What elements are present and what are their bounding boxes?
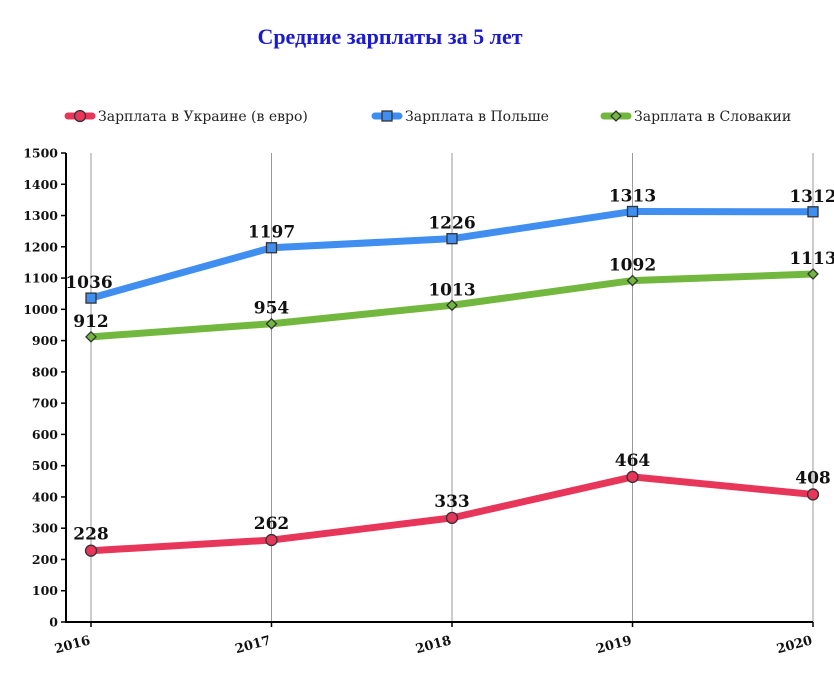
- series-1-point: [806, 488, 820, 501]
- data-label: 1092: [609, 256, 656, 276]
- legend-label: Зарплата в Польше: [405, 109, 549, 125]
- series-3-point: [626, 274, 639, 287]
- series-2-group: [85, 205, 819, 304]
- y-tick-label: 1200: [23, 239, 58, 254]
- y-tick-label: 100: [32, 583, 58, 598]
- series-1-point: [626, 470, 639, 484]
- data-label: 912: [73, 312, 109, 332]
- data-label: 1036: [65, 273, 112, 293]
- legend-label: Зарплата в Украине (в евро): [98, 109, 308, 125]
- series-2-point: [85, 292, 97, 304]
- data-label: 333: [434, 492, 470, 512]
- legend-item: Зарплата в Словакии: [600, 109, 791, 125]
- y-tick-label: 1500: [23, 146, 58, 161]
- data-label: 408: [795, 468, 831, 488]
- series-2-point: [265, 242, 278, 254]
- series-1-point: [265, 533, 278, 547]
- legend-item: Зарплата в Польше: [371, 109, 549, 125]
- x-tick-label: 2020: [775, 633, 814, 657]
- x-tick-label: 2016: [53, 633, 92, 657]
- data-label: 1013: [428, 280, 475, 300]
- data-label: 262: [254, 514, 290, 534]
- series-1-point: [84, 544, 98, 557]
- chart-title: Средние зарплаты за 5 лет: [257, 24, 522, 49]
- series-3-point: [85, 330, 97, 343]
- y-tick-label: 1100: [23, 271, 58, 286]
- legend-label: Зарплата в Словакии: [634, 109, 791, 125]
- data-label: 1226: [428, 214, 475, 234]
- y-tick-label: 1400: [23, 177, 58, 192]
- legend-marker: [610, 110, 622, 122]
- data-labels-layer: 228 262 333 464 408 1036 1197 1226 1313 1312 912 95…: [65, 186, 834, 544]
- data-label: 1197: [248, 223, 295, 243]
- series-3-point: [446, 299, 458, 312]
- y-tick-label: 600: [32, 427, 58, 442]
- x-tick-label: 2018: [414, 633, 453, 657]
- data-label: 464: [615, 451, 651, 471]
- series-2-point: [807, 206, 819, 218]
- axes: 0 100 200 300 400 500 600 700 800 900 1000 1100 1200…: [23, 146, 814, 658]
- x-tick-label: 2019: [595, 633, 634, 657]
- y-tick-label: 1000: [23, 302, 58, 317]
- y-tick-label: 0: [49, 615, 58, 630]
- series-1-point: [445, 511, 459, 525]
- series-3-point: [807, 268, 819, 280]
- legend-marker: [73, 109, 87, 123]
- y-tick-label: 500: [32, 458, 58, 473]
- y-tick-label: 800: [32, 364, 58, 379]
- x-tick-label: 2017: [234, 633, 273, 657]
- y-tick-label: 1300: [23, 208, 58, 223]
- series-3-group: [85, 268, 819, 343]
- legend: Зарплата в Украине (в евро) Зарплата в По…: [64, 109, 791, 125]
- data-label: 1313: [609, 186, 656, 206]
- y-tick-label: 200: [32, 552, 58, 567]
- data-label: 228: [73, 525, 109, 545]
- y-tick-label: 400: [32, 489, 58, 504]
- grid-lines: [90, 153, 814, 622]
- y-tick-label: 300: [32, 521, 58, 536]
- data-label: 954: [254, 299, 290, 319]
- series-2-point: [446, 233, 458, 245]
- y-tick-label: 900: [32, 333, 58, 348]
- series-1-group: [84, 470, 820, 557]
- legend-item: Зарплата в Украине (в евро): [64, 109, 308, 125]
- legend-marker: [381, 110, 393, 122]
- series-3-point: [265, 317, 278, 330]
- series-2-point: [626, 205, 639, 218]
- data-label: 1113: [789, 249, 834, 269]
- data-label: 1312: [789, 187, 834, 207]
- y-tick-label: 700: [32, 396, 58, 411]
- series-layer: [84, 205, 820, 557]
